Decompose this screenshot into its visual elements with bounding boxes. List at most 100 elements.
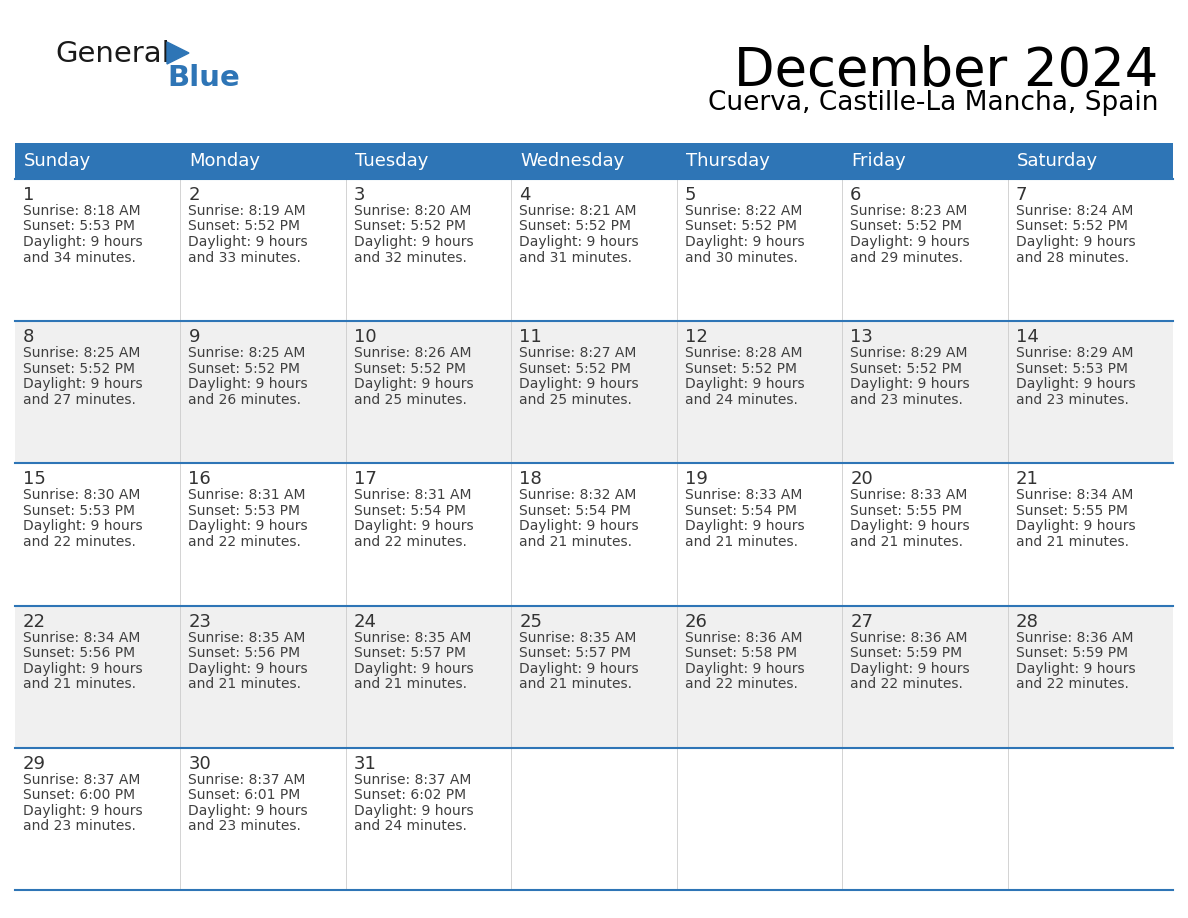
Text: 5: 5 (684, 186, 696, 204)
Bar (842, 748, 1007, 890)
Text: 22: 22 (23, 612, 46, 631)
Text: Daylight: 9 hours: Daylight: 9 hours (851, 377, 969, 391)
Text: Sunrise: 8:35 AM: Sunrise: 8:35 AM (519, 631, 637, 644)
Text: Daylight: 9 hours: Daylight: 9 hours (189, 377, 308, 391)
Text: and 28 minutes.: and 28 minutes. (1016, 251, 1129, 264)
Text: and 21 minutes.: and 21 minutes. (354, 677, 467, 691)
Text: Sunrise: 8:19 AM: Sunrise: 8:19 AM (189, 204, 307, 218)
Text: Daylight: 9 hours: Daylight: 9 hours (519, 520, 639, 533)
Text: 14: 14 (1016, 329, 1038, 346)
Text: 12: 12 (684, 329, 708, 346)
Bar (181, 143, 346, 179)
Text: Daylight: 9 hours: Daylight: 9 hours (354, 662, 474, 676)
Text: 25: 25 (519, 612, 542, 631)
Text: Sunset: 5:52 PM: Sunset: 5:52 PM (851, 219, 962, 233)
Text: and 21 minutes.: and 21 minutes. (684, 535, 797, 549)
Text: and 22 minutes.: and 22 minutes. (851, 677, 963, 691)
Text: Daylight: 9 hours: Daylight: 9 hours (684, 377, 804, 391)
Text: Sunset: 5:58 PM: Sunset: 5:58 PM (684, 646, 797, 660)
Text: Sunrise: 8:26 AM: Sunrise: 8:26 AM (354, 346, 472, 360)
Text: 31: 31 (354, 755, 377, 773)
Text: Sunrise: 8:25 AM: Sunrise: 8:25 AM (23, 346, 140, 360)
Text: Sunrise: 8:24 AM: Sunrise: 8:24 AM (1016, 204, 1133, 218)
Bar (677, 179, 842, 321)
Bar (511, 143, 677, 179)
Text: Sunset: 5:54 PM: Sunset: 5:54 PM (519, 504, 631, 518)
Polygon shape (168, 42, 189, 64)
Text: and 26 minutes.: and 26 minutes. (189, 393, 302, 407)
Text: Sunset: 5:56 PM: Sunset: 5:56 PM (189, 646, 301, 660)
Text: 24: 24 (354, 612, 377, 631)
Bar (15, 464, 181, 606)
Text: and 21 minutes.: and 21 minutes. (189, 677, 302, 691)
Text: Sunset: 6:01 PM: Sunset: 6:01 PM (189, 789, 301, 802)
Text: 15: 15 (23, 470, 46, 488)
Text: Sunrise: 8:34 AM: Sunrise: 8:34 AM (1016, 488, 1133, 502)
Text: Sunset: 5:59 PM: Sunset: 5:59 PM (1016, 646, 1127, 660)
Text: Sunrise: 8:21 AM: Sunrise: 8:21 AM (519, 204, 637, 218)
Bar (346, 179, 511, 321)
Text: 19: 19 (684, 470, 708, 488)
Text: Daylight: 9 hours: Daylight: 9 hours (1016, 662, 1136, 676)
Text: 30: 30 (189, 755, 211, 773)
Text: and 34 minutes.: and 34 minutes. (23, 251, 135, 264)
Text: Monday: Monday (189, 152, 260, 170)
Bar (15, 179, 181, 321)
Text: Daylight: 9 hours: Daylight: 9 hours (1016, 235, 1136, 249)
Text: Sunrise: 8:27 AM: Sunrise: 8:27 AM (519, 346, 637, 360)
Bar (181, 606, 346, 748)
Bar (677, 748, 842, 890)
Text: Sunrise: 8:18 AM: Sunrise: 8:18 AM (23, 204, 140, 218)
Text: and 23 minutes.: and 23 minutes. (1016, 393, 1129, 407)
Bar (677, 143, 842, 179)
Text: Sunset: 5:54 PM: Sunset: 5:54 PM (684, 504, 797, 518)
Text: Sunrise: 8:32 AM: Sunrise: 8:32 AM (519, 488, 637, 502)
Text: Blue: Blue (168, 64, 240, 92)
Bar (677, 464, 842, 606)
Text: Daylight: 9 hours: Daylight: 9 hours (189, 235, 308, 249)
Text: Sunset: 5:52 PM: Sunset: 5:52 PM (519, 362, 631, 375)
Text: and 22 minutes.: and 22 minutes. (23, 535, 135, 549)
Bar (677, 606, 842, 748)
Text: and 22 minutes.: and 22 minutes. (189, 535, 302, 549)
Text: Daylight: 9 hours: Daylight: 9 hours (189, 662, 308, 676)
Text: 28: 28 (1016, 612, 1038, 631)
Text: and 23 minutes.: and 23 minutes. (851, 393, 963, 407)
Text: Sunrise: 8:35 AM: Sunrise: 8:35 AM (189, 631, 305, 644)
Text: Sunset: 6:02 PM: Sunset: 6:02 PM (354, 789, 466, 802)
Bar (1007, 321, 1173, 464)
Text: Sunrise: 8:33 AM: Sunrise: 8:33 AM (684, 488, 802, 502)
Bar (677, 321, 842, 464)
Text: and 30 minutes.: and 30 minutes. (684, 251, 797, 264)
Text: 16: 16 (189, 470, 211, 488)
Text: Sunset: 5:53 PM: Sunset: 5:53 PM (23, 219, 135, 233)
Text: Sunset: 5:53 PM: Sunset: 5:53 PM (189, 504, 301, 518)
Text: Sunrise: 8:37 AM: Sunrise: 8:37 AM (189, 773, 305, 787)
Text: 10: 10 (354, 329, 377, 346)
Text: Wednesday: Wednesday (520, 152, 625, 170)
Text: Daylight: 9 hours: Daylight: 9 hours (519, 235, 639, 249)
Bar (346, 606, 511, 748)
Text: Daylight: 9 hours: Daylight: 9 hours (354, 804, 474, 818)
Text: 17: 17 (354, 470, 377, 488)
Bar (15, 748, 181, 890)
Text: and 21 minutes.: and 21 minutes. (23, 677, 135, 691)
Text: Daylight: 9 hours: Daylight: 9 hours (684, 662, 804, 676)
Text: and 21 minutes.: and 21 minutes. (519, 677, 632, 691)
Bar (181, 748, 346, 890)
Bar (181, 179, 346, 321)
Text: Sunrise: 8:36 AM: Sunrise: 8:36 AM (851, 631, 968, 644)
Text: Sunrise: 8:31 AM: Sunrise: 8:31 AM (189, 488, 307, 502)
Text: Daylight: 9 hours: Daylight: 9 hours (851, 662, 969, 676)
Text: Sunset: 5:55 PM: Sunset: 5:55 PM (1016, 504, 1127, 518)
Text: Daylight: 9 hours: Daylight: 9 hours (1016, 377, 1136, 391)
Bar (346, 748, 511, 890)
Text: and 22 minutes.: and 22 minutes. (684, 677, 797, 691)
Text: Sunset: 5:52 PM: Sunset: 5:52 PM (1016, 219, 1127, 233)
Text: and 21 minutes.: and 21 minutes. (1016, 535, 1129, 549)
Text: Sunrise: 8:29 AM: Sunrise: 8:29 AM (851, 346, 968, 360)
Text: and 22 minutes.: and 22 minutes. (354, 535, 467, 549)
Text: 3: 3 (354, 186, 366, 204)
Text: Sunrise: 8:29 AM: Sunrise: 8:29 AM (1016, 346, 1133, 360)
Bar (842, 606, 1007, 748)
